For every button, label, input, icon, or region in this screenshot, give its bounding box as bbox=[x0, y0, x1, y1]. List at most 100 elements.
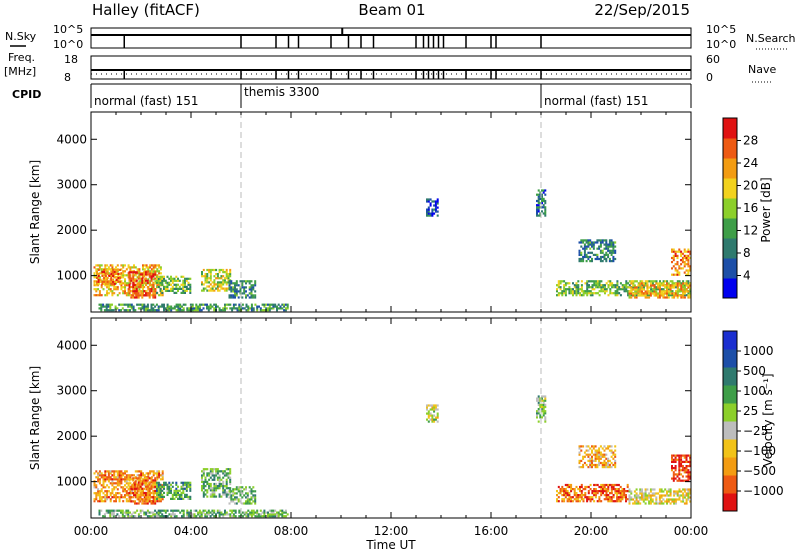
data-cell bbox=[201, 480, 203, 483]
data-cell bbox=[247, 513, 250, 516]
data-cell bbox=[216, 285, 219, 288]
data-cell bbox=[120, 476, 123, 479]
data-cell bbox=[570, 288, 573, 291]
data-cell bbox=[204, 489, 207, 492]
data-cell bbox=[591, 251, 593, 254]
data-cell bbox=[676, 263, 679, 266]
data-cell bbox=[133, 266, 135, 269]
data-cell bbox=[229, 273, 232, 276]
data-cell bbox=[539, 202, 542, 205]
data-cell bbox=[586, 496, 589, 499]
data-cell bbox=[168, 489, 171, 492]
data-cell bbox=[575, 290, 578, 293]
data-cell bbox=[678, 456, 681, 459]
data-cell bbox=[245, 280, 247, 283]
data-cell bbox=[542, 412, 545, 415]
data-cell bbox=[146, 285, 149, 289]
data-cell bbox=[148, 477, 151, 480]
data-cell bbox=[245, 294, 247, 297]
data-cell bbox=[687, 292, 690, 295]
data-cell bbox=[109, 303, 112, 306]
data-cell bbox=[687, 492, 690, 495]
data-cell bbox=[120, 282, 123, 285]
data-cell bbox=[541, 410, 543, 413]
data-cell bbox=[150, 477, 153, 480]
data-cell bbox=[189, 481, 192, 484]
data-cell bbox=[261, 309, 264, 312]
data-cell bbox=[204, 476, 207, 479]
data-cell bbox=[107, 288, 110, 291]
data-cell bbox=[680, 250, 683, 253]
data-cell bbox=[592, 453, 595, 456]
data-cell bbox=[542, 395, 545, 398]
data-cell bbox=[651, 488, 654, 491]
data-cell bbox=[600, 290, 603, 293]
data-cell bbox=[118, 509, 121, 512]
data-cell bbox=[607, 247, 610, 250]
data-cell bbox=[103, 305, 106, 308]
data-cell bbox=[252, 296, 255, 299]
data-cell bbox=[674, 467, 677, 470]
data-cell bbox=[610, 461, 613, 465]
data-cell bbox=[97, 500, 100, 503]
data-cell bbox=[238, 305, 241, 308]
data-cell bbox=[607, 457, 610, 460]
data-cell bbox=[614, 251, 617, 254]
data-cell bbox=[680, 458, 683, 461]
data-cell bbox=[142, 276, 144, 279]
data-cell bbox=[95, 492, 98, 495]
data-cell bbox=[575, 288, 578, 291]
data-cell bbox=[130, 500, 133, 503]
data-cell bbox=[145, 483, 147, 486]
data-cell bbox=[156, 268, 159, 271]
data-cell bbox=[646, 498, 649, 501]
data-cell bbox=[177, 493, 179, 496]
data-cell bbox=[578, 451, 581, 454]
data-cell bbox=[610, 253, 613, 256]
data-cell bbox=[209, 495, 212, 498]
data-cell bbox=[644, 492, 647, 495]
data-cell bbox=[230, 498, 233, 501]
data-cell bbox=[97, 268, 100, 271]
data-cell bbox=[610, 498, 613, 501]
data-cell bbox=[187, 497, 190, 500]
data-cell bbox=[681, 259, 684, 262]
data-cell bbox=[575, 492, 578, 495]
data-cell bbox=[184, 283, 186, 286]
data-cell bbox=[177, 307, 180, 310]
data-cell bbox=[157, 509, 160, 512]
data-cell bbox=[216, 478, 219, 481]
data-cell bbox=[678, 282, 681, 285]
data-cell bbox=[585, 453, 588, 456]
data-cell bbox=[596, 253, 599, 256]
data-cell bbox=[173, 489, 176, 492]
data-cell bbox=[102, 272, 105, 275]
data-cell bbox=[145, 498, 147, 501]
data-cell bbox=[107, 268, 110, 271]
data-cell bbox=[139, 273, 142, 276]
data-cell bbox=[595, 286, 598, 289]
data-cell bbox=[591, 288, 594, 291]
data-cell bbox=[570, 500, 573, 503]
data-cell bbox=[254, 494, 257, 497]
data-cell bbox=[166, 305, 169, 308]
data-cell bbox=[607, 255, 610, 259]
data-cell bbox=[178, 489, 181, 492]
data-cell bbox=[644, 296, 647, 299]
data-cell bbox=[563, 492, 566, 495]
data-cell bbox=[225, 474, 228, 477]
data-cell bbox=[542, 403, 545, 406]
data-cell bbox=[561, 292, 564, 295]
data-cell bbox=[667, 282, 670, 285]
data-cell bbox=[223, 493, 226, 496]
power-colorbar-title: Power [dB] bbox=[759, 177, 773, 242]
data-cell bbox=[650, 280, 653, 283]
data-cell bbox=[579, 485, 581, 489]
data-cell bbox=[163, 485, 165, 488]
data-cell bbox=[570, 496, 573, 499]
data-cell bbox=[655, 286, 658, 289]
data-cell bbox=[107, 486, 110, 489]
data-cell bbox=[247, 305, 250, 308]
data-cell bbox=[204, 277, 207, 280]
data-cell bbox=[104, 500, 107, 503]
